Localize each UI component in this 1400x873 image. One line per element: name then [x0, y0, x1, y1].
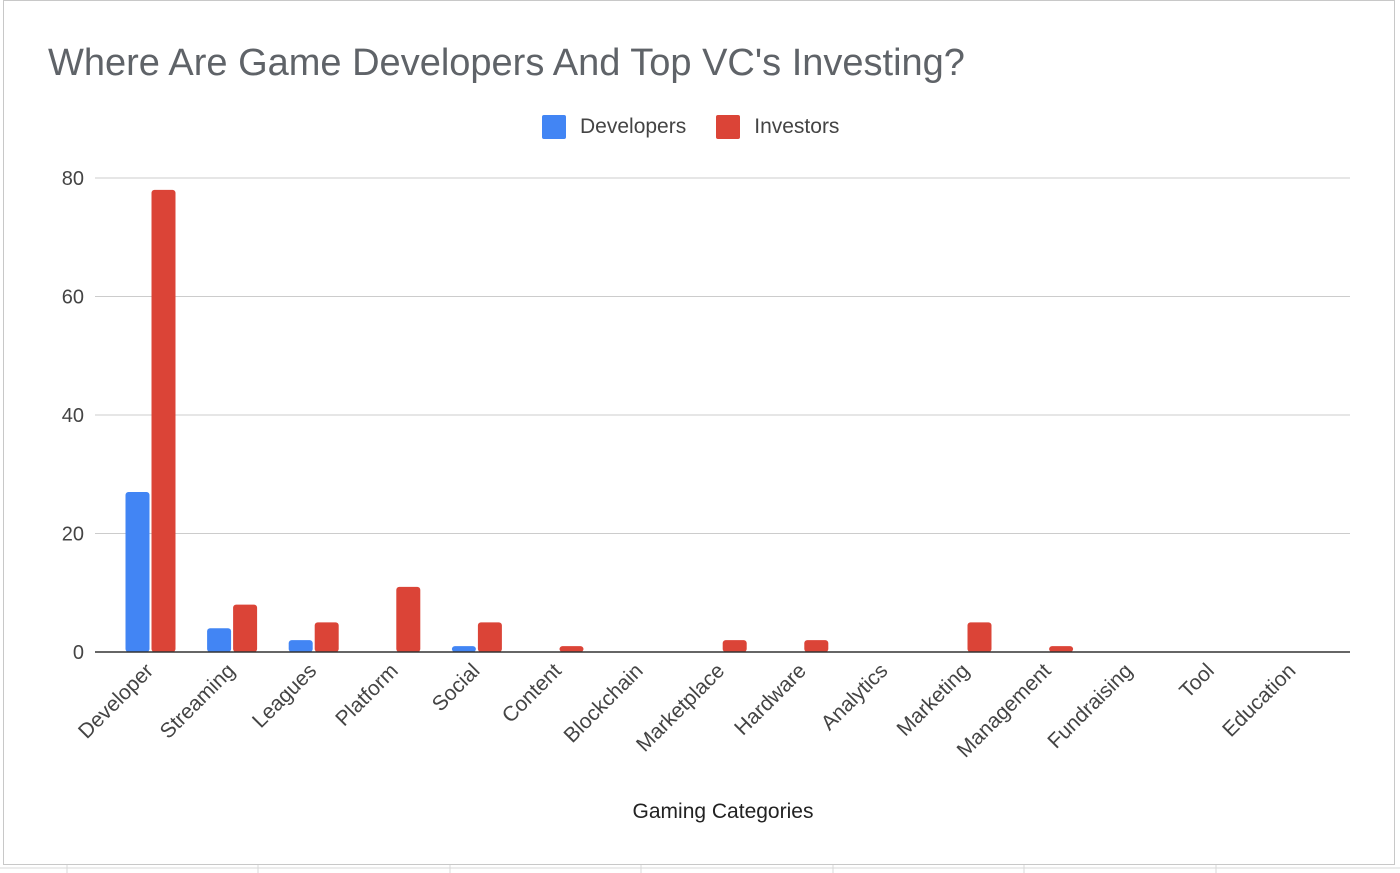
bar-investors-leagues[interactable]	[314, 622, 339, 652]
bar-investors-marketing[interactable]	[967, 622, 992, 652]
bar-investors-social[interactable]	[477, 622, 502, 652]
x-tick-label: Streaming	[156, 659, 240, 743]
bar-investors-hardware[interactable]	[804, 640, 829, 652]
bar-investors-management[interactable]	[1049, 646, 1074, 652]
legend-swatch-investors	[716, 115, 741, 139]
x-tick-label: Education	[1218, 659, 1300, 741]
bar-investors-streaming[interactable]	[233, 604, 258, 652]
x-tick-label: Developer	[74, 659, 158, 743]
bar-developers-developer[interactable]	[125, 492, 150, 652]
x-tick-label: Marketing	[893, 659, 974, 740]
legend-item-developers[interactable]: Developers	[542, 115, 686, 139]
y-tick-label: 40	[62, 405, 84, 427]
chart-container[interactable]	[3, 0, 1395, 865]
chart-title: Where Are Game Developers And Top VC's I…	[48, 42, 965, 84]
x-axis-title: Gaming Categories	[633, 800, 814, 823]
bar-investors-marketplace[interactable]	[722, 640, 747, 652]
gridlines	[95, 177, 1350, 534]
x-tick-label: Content	[498, 659, 566, 727]
y-axis-ticks: 0 20 40 60 80	[62, 168, 84, 664]
chart-legend: Developers Investors	[542, 112, 839, 142]
y-tick-label: 80	[62, 168, 84, 190]
x-tick-label: Marketplace	[632, 659, 729, 756]
bar-developers-leagues[interactable]	[288, 640, 313, 652]
y-tick-label: 60	[62, 287, 84, 309]
bars	[125, 189, 1074, 652]
x-tick-label: Fundraising	[1043, 659, 1137, 753]
x-tick-label: Social	[428, 659, 485, 716]
legend-label-developers: Developers	[580, 115, 687, 138]
x-tick-label: Platform	[331, 659, 403, 731]
bar-investors-developer[interactable]	[151, 189, 176, 652]
bar-developers-social[interactable]	[451, 646, 476, 652]
y-tick-label: 0	[73, 642, 84, 664]
bar-investors-content[interactable]	[559, 646, 584, 652]
y-tick-label: 20	[62, 524, 84, 546]
legend-label-investors: Investors	[754, 115, 840, 138]
bar-developers-streaming[interactable]	[207, 628, 232, 652]
x-tick-label: Hardware	[730, 659, 811, 740]
x-tick-label: Leagues	[248, 659, 321, 732]
x-tick-label: Blockchain	[560, 659, 648, 747]
x-tick-label: Tool	[1175, 659, 1219, 703]
x-tick-label: Analytics	[817, 659, 893, 735]
legend-item-investors[interactable]: Investors	[716, 115, 839, 139]
bar-investors-platform[interactable]	[396, 586, 421, 652]
legend-swatch-developers	[542, 115, 566, 139]
